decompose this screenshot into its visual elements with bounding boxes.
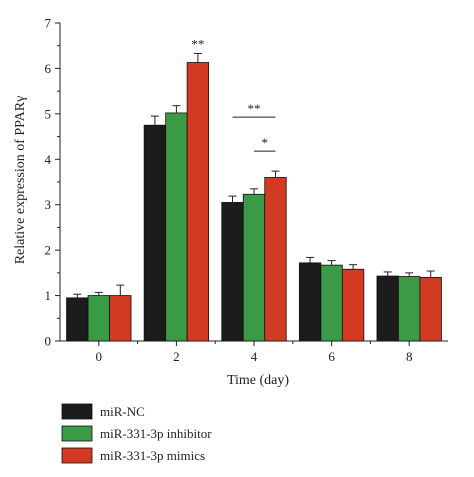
bar (264, 177, 287, 342)
bar (242, 193, 266, 342)
y-tick-label: 4 (45, 152, 52, 167)
bar (221, 202, 244, 342)
y-tick-label: 1 (45, 288, 52, 303)
y-tick-label: 2 (45, 243, 52, 258)
x-tick-label: 8 (406, 349, 413, 364)
legend-swatch (61, 425, 93, 442)
significance-label: * (262, 135, 269, 150)
bar (419, 276, 442, 342)
bar (143, 124, 167, 342)
bar (109, 295, 132, 342)
y-tick-label: 3 (45, 197, 52, 212)
bar (66, 297, 89, 342)
legend-swatch (61, 447, 93, 464)
bar (341, 268, 365, 342)
bar (320, 264, 343, 342)
legend-label: miR-NC (100, 404, 145, 419)
legend-swatch (61, 403, 93, 420)
x-tick-label: 0 (96, 349, 103, 364)
y-tick-label: 0 (45, 334, 52, 349)
y-axis-title: Relative expression of PPARγ (13, 96, 28, 265)
bar (186, 62, 210, 342)
bar (165, 112, 188, 342)
legend-label: miR-331-3p mimics (100, 448, 205, 463)
legend: miR-NC miR-331-3p inhibitor miR-331-3p mim… (61, 403, 212, 464)
bar (87, 295, 110, 342)
bar (376, 275, 399, 342)
x-tick-label: 6 (328, 349, 335, 364)
bar (298, 262, 322, 342)
significance-label: ** (191, 36, 204, 51)
x-tick-label: 4 (251, 349, 258, 364)
x-tick-label: 2 (173, 349, 180, 364)
legend-label: miR-331-3p inhibitor (100, 426, 212, 441)
bar (398, 276, 421, 342)
y-tick-label: 6 (45, 61, 52, 76)
y-tick-label: 5 (45, 106, 52, 121)
x-axis-title: Time (day) (227, 373, 289, 388)
significance-label: ** (248, 101, 261, 116)
y-tick-label: 7 (45, 16, 52, 31)
